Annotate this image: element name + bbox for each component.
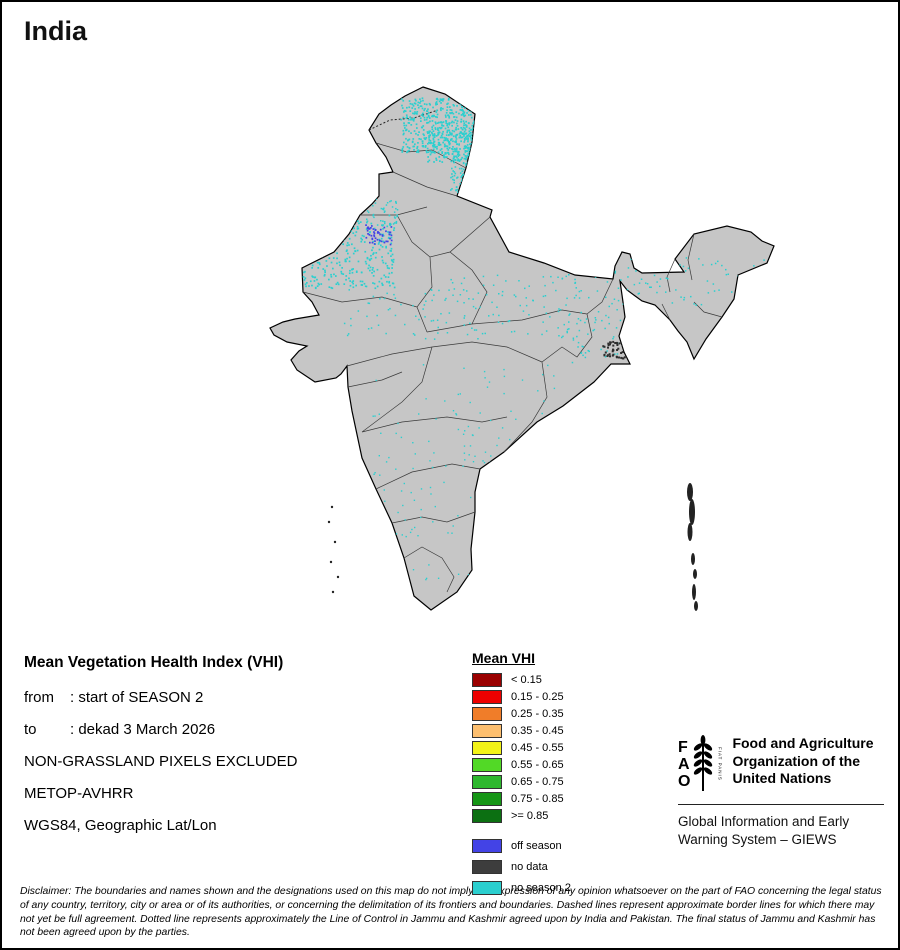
legend-swatch — [472, 839, 502, 853]
fao-org-name: Food and Agriculture Organization of the… — [732, 735, 874, 786]
giews-text: Global Information and Early Warning Sys… — [678, 814, 850, 847]
legend-swatch — [472, 707, 502, 721]
legend-row: >= 0.85 — [472, 809, 571, 823]
disclaimer-text: Disclaimer: The boundaries and names sho… — [20, 886, 882, 939]
legend-special: off season no data no season 2 — [472, 839, 571, 895]
legend-row: 0.75 - 0.85 — [472, 792, 571, 806]
wheat-icon — [694, 735, 713, 791]
legend-row: < 0.15 — [472, 673, 571, 687]
legend-swatch — [472, 775, 502, 789]
legend-label: off season — [511, 840, 562, 852]
legend-swatch — [472, 881, 502, 895]
legend-row: 0.25 - 0.35 — [472, 707, 571, 721]
legend-row: 0.65 - 0.75 — [472, 775, 571, 789]
legend-label: 0.15 - 0.25 — [511, 691, 564, 703]
legend-row: no season 2 — [472, 881, 571, 895]
legend-row: 0.45 - 0.55 — [472, 741, 571, 755]
legend-label: 0.75 - 0.85 — [511, 793, 564, 805]
legend-swatch — [472, 792, 502, 806]
legend-label: 0.45 - 0.55 — [511, 742, 564, 754]
info-line-label: from — [24, 689, 54, 706]
legend-label: no season 2 — [511, 882, 571, 894]
info-line: WGS84, Geographic Lat/Lon — [24, 817, 217, 834]
lakshadweep-islands — [327, 505, 340, 594]
legend-swatch — [472, 690, 502, 704]
info-line-value: : start of SEASON 2 — [70, 689, 204, 706]
info-line-label: to — [24, 721, 37, 738]
fao-divider — [678, 804, 884, 805]
legend-gap — [472, 826, 571, 839]
page-title: India — [24, 16, 88, 46]
legend-swatch — [472, 741, 502, 755]
legend-swatch — [472, 809, 502, 823]
info-line: to : dekad 3 March 2026 — [24, 721, 297, 738]
legend-label: 0.65 - 0.75 — [511, 776, 564, 788]
info-line-value: : dekad 3 March 2026 — [70, 721, 216, 738]
legend-label: >= 0.85 — [511, 810, 549, 822]
legend-label: no data — [511, 861, 548, 873]
legend-row: off season — [472, 839, 571, 853]
legend-swatch — [472, 860, 502, 874]
legend-swatch — [472, 673, 502, 687]
legend-label: 0.35 - 0.45 — [511, 725, 564, 737]
legend-row: 0.15 - 0.25 — [472, 690, 571, 704]
legend-swatch — [472, 724, 502, 738]
info-from-to: from : start of SEASON 2 to : dekad 3 March… — [24, 689, 297, 738]
fiat-panis-text: FIAT PANIS — [717, 747, 723, 781]
india-landmass — [269, 86, 775, 611]
legend-row: no data — [472, 860, 571, 874]
andaman-nicobar-islands — [687, 483, 698, 611]
info-extra: NON-GRASSLAND PIXELS EXCLUDED METOP-AVHRR… — [24, 753, 297, 834]
legend-classes: < 0.15 0.15 - 0.25 0.25 - 0.35 0.35 - 0.45 0… — [472, 673, 571, 823]
info-line: METOP-AVHRR — [24, 785, 134, 802]
legend-title: Mean VHI — [472, 650, 536, 666]
info-line: NON-GRASSLAND PIXELS EXCLUDED — [24, 753, 298, 770]
legend-swatch — [472, 758, 502, 772]
legend-label: < 0.15 — [511, 674, 542, 686]
legend-row: 0.35 - 0.45 — [472, 724, 571, 738]
legend-row: 0.55 - 0.65 — [472, 758, 571, 772]
info-heading: Mean Vegetation Health Index (VHI) — [24, 654, 284, 671]
legend-label: 0.25 - 0.35 — [511, 708, 564, 720]
info-line: from : start of SEASON 2 — [24, 689, 297, 706]
map-info-block: Mean Vegetation Health Index (VHI) from:… — [24, 654, 297, 849]
legend-label: 0.55 - 0.65 — [511, 759, 564, 771]
vhi-legend: Mean VHI < 0.15 0.15 - 0.25 0.25 - 0.35 0.3… — [472, 650, 571, 902]
